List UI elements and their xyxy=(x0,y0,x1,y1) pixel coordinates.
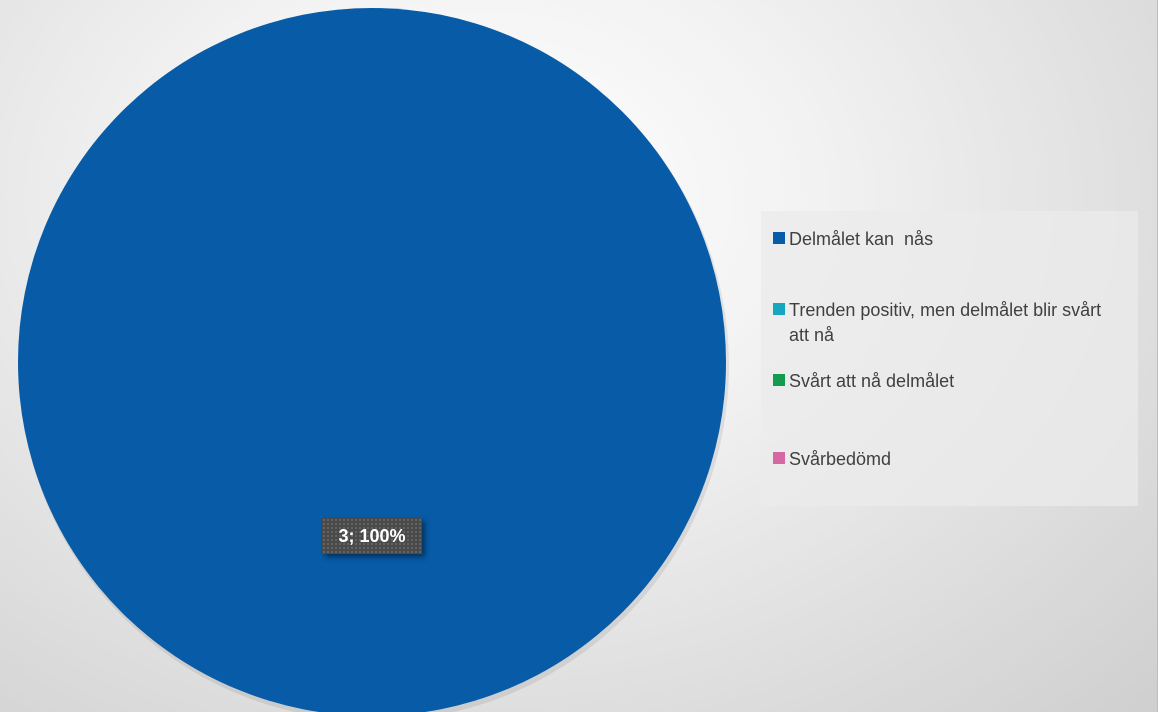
legend-label: Trenden positiv, men delmålet blir svårt… xyxy=(789,300,1107,345)
legend-swatch xyxy=(773,232,785,244)
legend-item-delmalet-kan-nas: Delmålet kan nås xyxy=(773,227,1133,252)
legend-swatch xyxy=(773,303,785,315)
slice-data-label: 3; 100% xyxy=(322,518,422,554)
legend-label: Svårbedömd xyxy=(789,449,892,469)
legend-label: Svårt att nå delmålet xyxy=(789,371,955,391)
legend-swatch xyxy=(773,374,785,386)
legend-label: Delmålet kan nås xyxy=(789,229,934,249)
legend-swatch xyxy=(773,452,785,464)
legend-item-svart-att-na: Svårt att nå delmålet xyxy=(773,369,1133,394)
legend-item-svarbedomd: Svårbedömd xyxy=(773,447,1133,472)
pie-slice-0 xyxy=(18,8,726,712)
legend-item-trenden-positiv: Trenden positiv, men delmålet blir svårt… xyxy=(773,298,1133,348)
chart-legend: Delmålet kan nås Trenden positiv, men de… xyxy=(761,211,1138,506)
